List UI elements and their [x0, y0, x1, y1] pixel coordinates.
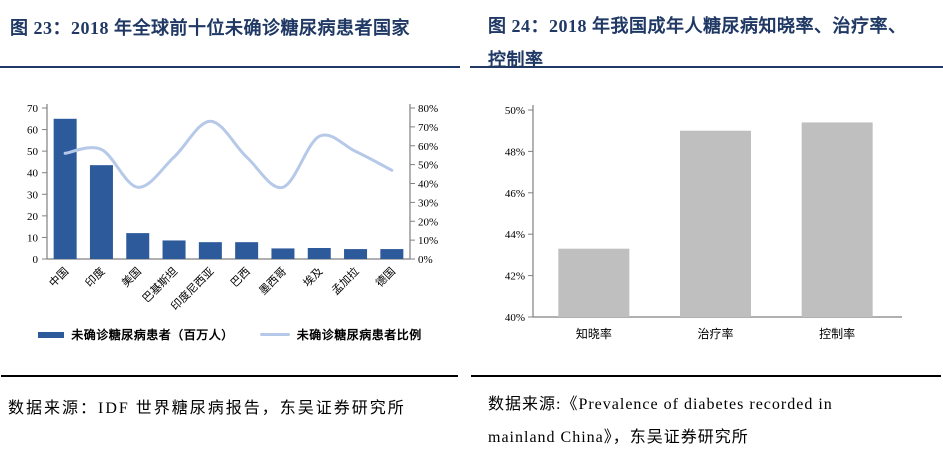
y-axis-tick-label: 42%	[505, 271, 525, 283]
category-label: 中国	[47, 265, 72, 290]
left-axis-tick-label: 70	[27, 103, 39, 115]
figure-23-legend: 未确诊糖尿病患者（百万人） 未确诊糖尿病患者比例	[0, 326, 460, 343]
bar-墨西哥	[271, 248, 295, 259]
right-axis-tick-label: 40%	[418, 179, 438, 191]
left-axis-tick-label: 30	[27, 189, 39, 201]
y-axis-tick-label: 44%	[505, 229, 525, 241]
y-axis-tick-label: 50%	[505, 105, 525, 117]
bar-series-label: 未确诊糖尿病患者（百万人）	[71, 328, 234, 342]
left-axis-tick-label: 60	[27, 125, 39, 137]
legend-item-bar-series: 未确诊糖尿病患者（百万人）	[38, 326, 234, 343]
bar-巴基斯坦	[162, 240, 186, 259]
left-axis-tick-label: 40	[27, 168, 39, 180]
figure-23-panel: 图 23：2018 年全球前十位未确诊糖尿病患者国家 0 10 20 30 40 50 60…	[0, 0, 460, 449]
bar-印度	[89, 165, 113, 259]
legend-item-line-series: 未确诊糖尿病患者比例	[259, 326, 422, 343]
left-axis-tick-label: 10	[27, 232, 39, 244]
y-axis-tick-label: 46%	[505, 188, 525, 200]
y-axis-tick-label: 40%	[505, 312, 525, 324]
right-axis-tick-label: 20%	[418, 216, 438, 228]
right-axis-tick-label: 10%	[418, 235, 438, 247]
bar-美国	[126, 233, 150, 259]
figure-23-divider	[1, 375, 458, 377]
left-axis-tick-label: 20	[27, 211, 39, 223]
bar-治疗率	[680, 130, 751, 317]
figure-23-source: 数据来源：IDF 世界糖尿病报告，东吴证券研究所	[8, 400, 406, 417]
category-label: 墨西哥	[257, 265, 290, 298]
figure-24-source-line2: mainland China》，东吴证券研究所	[488, 429, 749, 446]
left-axis-tick-label: 50	[27, 146, 39, 158]
figure-23-title: 图 23：2018 年全球前十位未确诊糖尿病患者国家	[10, 18, 410, 38]
right-axis-tick-label: 70%	[418, 122, 438, 134]
bar-中国	[53, 118, 77, 260]
line-series-swatch	[259, 333, 290, 336]
figure-23-title-rule	[0, 66, 460, 68]
figure-24-divider	[471, 375, 941, 377]
line-series-label: 未确诊糖尿病患者比例	[296, 328, 422, 342]
figure-24-title: 图 24：2018 年我国成年人糖尿病知晓率、治疗率、 控制率	[488, 9, 943, 77]
category-label: 治疗率	[697, 326, 733, 341]
bar-series-swatch	[38, 331, 65, 338]
bar-埃及	[307, 247, 331, 259]
bar-控制率	[801, 122, 873, 317]
category-label: 印度	[82, 264, 107, 289]
figure-24-title-line2: 控制率	[488, 50, 544, 70]
y-axis-tick-label: 48%	[505, 146, 525, 158]
bar-印度尼西亚	[198, 242, 222, 259]
category-label: 美国	[119, 265, 144, 290]
category-label: 孟加拉	[328, 264, 361, 297]
figure-24-source: 数据来源:《Prevalence of diabetes recorded in…	[488, 388, 943, 449]
right-axis-tick-label: 0%	[418, 254, 433, 266]
category-label: 巴西	[229, 266, 253, 290]
category-label: 知晓率	[576, 326, 612, 341]
figure-24-panel: 图 24：2018 年我国成年人糖尿病知晓率、治疗率、 控制率 40% 42% 44%…	[470, 0, 943, 449]
bar-孟加拉	[344, 249, 368, 259]
undiagnosed-ratio-line	[63, 119, 394, 189]
diabetes-awareness-bar-chart: 40% 42% 44% 46% 48% 50% 知晓率 治疗率 控制率	[505, 105, 902, 341]
figure-24-title-line1: 图 24：2018 年我国成年人糖尿病知晓率、治疗率、	[488, 16, 907, 36]
bar-知晓率	[558, 248, 630, 317]
left-axis-tick-label: 0	[33, 254, 39, 266]
right-axis-tick-label: 60%	[418, 141, 438, 153]
category-label: 德国	[373, 264, 398, 289]
undiagnosed-diabetes-combo-chart: 0 10 20 30 40 50 60 70 0% 10% 20% 30% 40% 50% 60% 70% 80…	[27, 103, 438, 313]
category-label: 埃及	[300, 264, 325, 289]
figure-24-source-line1: 数据来源:《Prevalence of diabetes recorded in	[488, 396, 833, 413]
right-axis-tick-label: 80%	[418, 103, 438, 115]
category-label: 控制率	[819, 326, 855, 341]
figure-24-title-rule	[470, 66, 943, 68]
right-axis-tick-label: 50%	[418, 160, 438, 172]
bar-巴西	[235, 242, 259, 259]
bar-德国	[380, 249, 404, 259]
right-axis-tick-label: 30%	[418, 197, 438, 209]
